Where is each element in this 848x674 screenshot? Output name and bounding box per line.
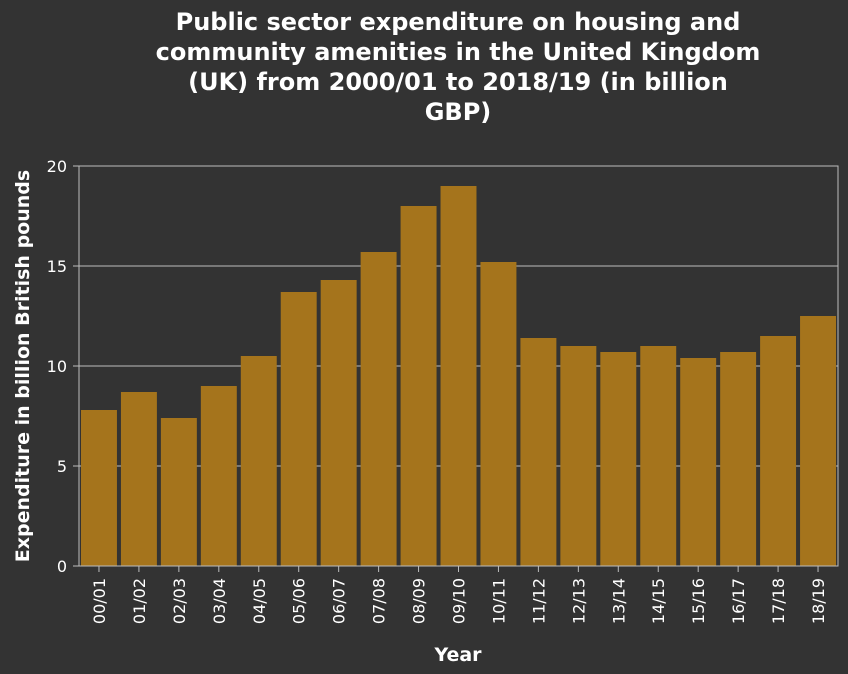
bar-07-08 <box>360 252 397 566</box>
y-tick-label: 10 <box>47 357 67 376</box>
x-tick-label: 11/12 <box>529 578 548 624</box>
chart-title-line-1: Public sector expenditure on housing and <box>176 8 741 36</box>
bar-15-16 <box>680 358 717 566</box>
x-tick-label: 06/07 <box>330 578 349 624</box>
x-tick-label: 07/08 <box>370 578 389 624</box>
x-tick-label: 03/04 <box>210 578 229 624</box>
bar-18-19 <box>800 316 837 566</box>
x-tick-label: 09/10 <box>450 578 469 624</box>
x-tick-label: 18/19 <box>809 578 828 624</box>
bar-10-11 <box>480 262 517 566</box>
bar-05-06 <box>280 292 317 566</box>
y-axis-label: Expenditure in billion British pounds <box>12 170 34 562</box>
bar-03-04 <box>200 386 237 566</box>
bar-04-05 <box>240 356 277 566</box>
bar-01-02 <box>120 392 157 566</box>
x-tick-label: 01/02 <box>130 578 149 624</box>
chart-title-line-4: GBP) <box>425 98 492 126</box>
bar-16-17 <box>720 352 757 566</box>
bar-11-12 <box>520 338 557 566</box>
chart-title-line-3: (UK) from 2000/01 to 2018/19 (in billion <box>188 68 728 96</box>
y-tick-label: 5 <box>57 457 67 476</box>
x-tick-label: 02/03 <box>170 578 189 624</box>
chart-title-line-2: community amenities in the United Kingdo… <box>156 38 761 66</box>
bar-13-14 <box>600 352 637 566</box>
x-tick-label: 08/09 <box>410 578 429 624</box>
bar-12-13 <box>560 346 597 566</box>
bars <box>80 186 837 566</box>
x-tick-label: 16/17 <box>729 578 748 624</box>
x-tick-label: 14/15 <box>649 578 668 624</box>
y-tick-label: 0 <box>57 557 67 576</box>
y-axis-ticks: 0 5 10 15 20 <box>47 157 79 576</box>
x-axis-ticks: 00/01 01/02 02/03 03/04 04/05 05/06 06/07 07/08… <box>90 566 828 624</box>
bar-09-10 <box>440 186 477 566</box>
bar-02-03 <box>160 418 197 566</box>
y-tick-label: 20 <box>47 157 67 176</box>
x-tick-label: 00/01 <box>90 578 109 624</box>
x-tick-label: 13/14 <box>609 578 628 624</box>
bar-00-01 <box>80 410 117 566</box>
x-tick-label: 04/05 <box>250 578 269 624</box>
bar-17-18 <box>760 336 797 566</box>
bar-08-09 <box>400 206 437 566</box>
bar-06-07 <box>320 280 357 566</box>
x-axis-label: Year <box>433 644 482 666</box>
bar-14-15 <box>640 346 677 566</box>
x-tick-label: 15/16 <box>689 578 708 624</box>
x-tick-label: 05/06 <box>290 578 309 624</box>
x-tick-label: 10/11 <box>489 578 508 624</box>
x-tick-label: 12/13 <box>569 578 588 624</box>
y-tick-label: 15 <box>47 257 67 276</box>
x-tick-label: 17/18 <box>769 578 788 624</box>
